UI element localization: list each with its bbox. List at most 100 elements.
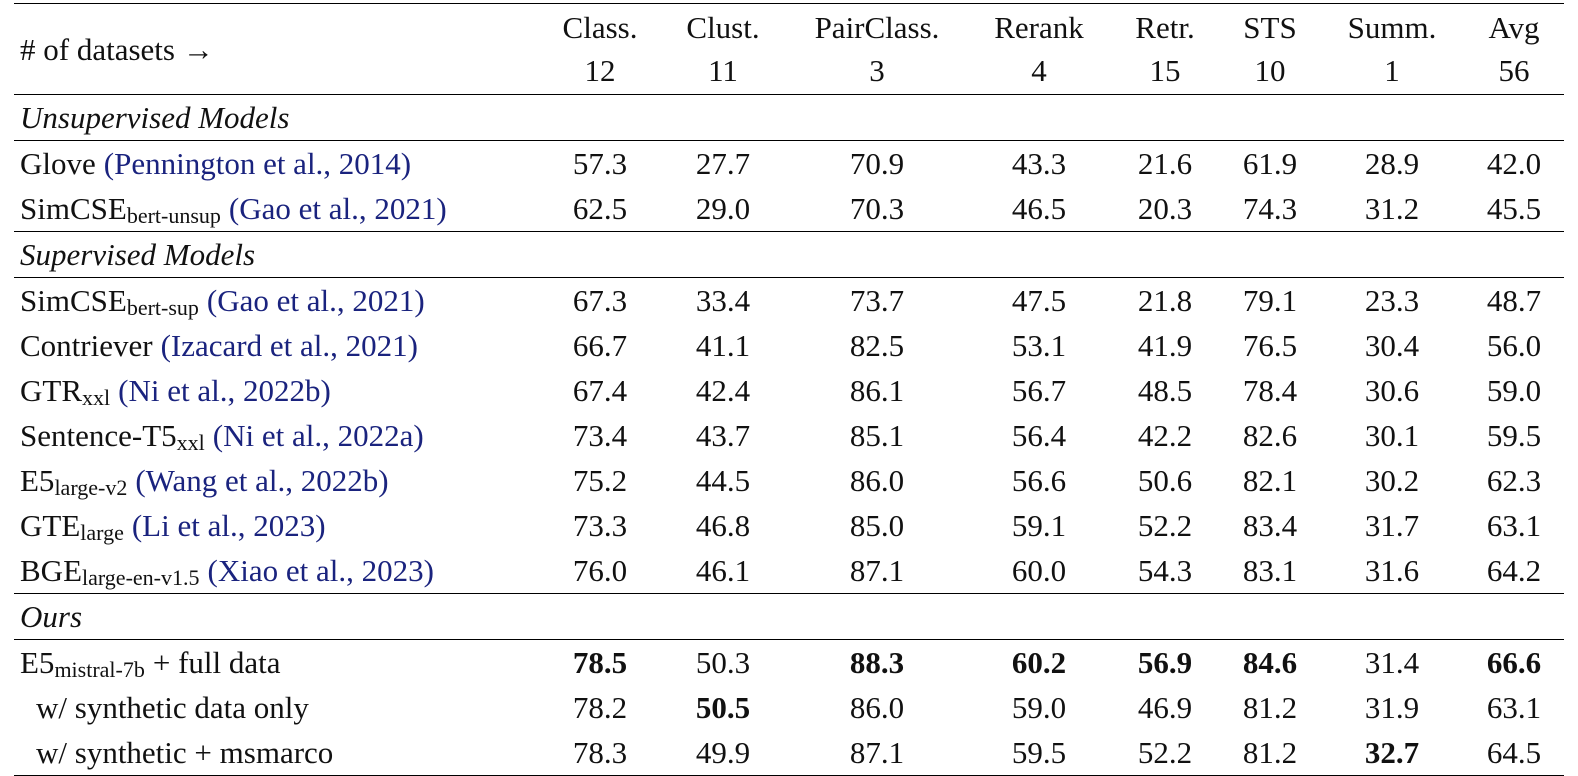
score-cell: 64.2 xyxy=(1464,548,1564,594)
score: 43.7 xyxy=(695,418,751,453)
score-cell: 63.1 xyxy=(1464,685,1564,730)
score-cell: 31.6 xyxy=(1320,548,1464,594)
score-cell: 78.3 xyxy=(540,730,660,776)
model-variant: bert-unsup xyxy=(126,203,221,228)
model-variant: large-en-v1.5 xyxy=(82,565,200,590)
model-variant: xxl xyxy=(82,385,111,410)
score-cell: 27.7 xyxy=(660,141,786,187)
column-name: Summ. xyxy=(1347,10,1437,45)
score: 56.4 xyxy=(1011,418,1067,453)
score: 32.7 xyxy=(1364,735,1420,770)
score: 47.5 xyxy=(1011,283,1067,318)
score: 44.5 xyxy=(695,463,751,498)
score-cell: 56.6 xyxy=(968,458,1110,503)
score-cell: 85.1 xyxy=(786,413,968,458)
score-cell: 70.3 xyxy=(786,186,968,232)
citation: (Wang et al., 2022b) xyxy=(135,463,389,498)
model-row: w/ synthetic + msmarco 78.3 49.9 87.1 59.5 52… xyxy=(14,730,1564,776)
score: 66.6 xyxy=(1486,645,1542,680)
score: 50.5 xyxy=(695,690,751,725)
model-base: GTE xyxy=(20,508,81,543)
score: 29.0 xyxy=(695,191,751,226)
score-cell: 50.5 xyxy=(660,685,786,730)
score-cell: 83.4 xyxy=(1220,503,1320,548)
score-cell: 63.1 xyxy=(1464,503,1564,548)
score: 59.5 xyxy=(1011,735,1067,770)
score-cell: 59.1 xyxy=(968,503,1110,548)
score-cell: 23.3 xyxy=(1320,278,1464,324)
score-cell: 54.3 xyxy=(1110,548,1220,594)
model-suffix: + full data xyxy=(152,645,281,680)
score-cell: 82.5 xyxy=(786,323,968,368)
score-cell: 46.9 xyxy=(1110,685,1220,730)
score: 50.6 xyxy=(1137,463,1193,498)
score-cell: 31.2 xyxy=(1320,186,1464,232)
score: 86.0 xyxy=(849,463,905,498)
score-cell: 30.6 xyxy=(1320,368,1464,413)
score-cell: 33.4 xyxy=(660,278,786,324)
score: 73.4 xyxy=(572,418,628,453)
score: 42.2 xyxy=(1137,418,1193,453)
score-cell: 43.7 xyxy=(660,413,786,458)
score: 82.5 xyxy=(849,328,905,363)
score-cell: 76.5 xyxy=(1220,323,1320,368)
score: 48.7 xyxy=(1486,283,1542,318)
score: 70.9 xyxy=(849,146,905,181)
score: 41.1 xyxy=(695,328,751,363)
score-cell: 53.1 xyxy=(968,323,1110,368)
citation: (Pennington et al., 2014) xyxy=(103,146,412,181)
score-cell: 56.4 xyxy=(968,413,1110,458)
score-cell: 42.2 xyxy=(1110,413,1220,458)
score-cell: 57.3 xyxy=(540,141,660,187)
score: 78.2 xyxy=(572,690,628,725)
score: 75.2 xyxy=(572,463,628,498)
score: 64.5 xyxy=(1486,735,1542,770)
model-row: Contriever (Izacard et al., 2021) 66.7 41.1… xyxy=(14,323,1564,368)
citation: (Ni et al., 2022a) xyxy=(212,418,424,453)
model-row: GTElarge (Li et al., 2023) 73.3 46.8 85.0 59.… xyxy=(14,503,1564,548)
group: Ours E5mistral-7b + full data 78.5 50.3 88.3 6… xyxy=(14,593,1564,776)
score-cell: 48.5 xyxy=(1110,368,1220,413)
score: 78.3 xyxy=(572,735,628,770)
score: 76.5 xyxy=(1242,328,1298,363)
score: 82.1 xyxy=(1242,463,1298,498)
score-cell: 31.4 xyxy=(1320,640,1464,686)
citation: (Gao et al., 2021) xyxy=(228,191,447,226)
results-table: # of datasets → Class. 12 Clust. 11 PairClas… xyxy=(14,3,1564,776)
score: 45.5 xyxy=(1486,191,1542,226)
score-cell: 86.1 xyxy=(786,368,968,413)
score-cell: 52.2 xyxy=(1110,503,1220,548)
score: 73.7 xyxy=(849,283,905,318)
score: 81.2 xyxy=(1242,735,1298,770)
column-header: Class. 12 xyxy=(540,4,660,95)
score: 46.9 xyxy=(1137,690,1193,725)
score-cell: 28.9 xyxy=(1320,141,1464,187)
score-cell: 30.4 xyxy=(1320,323,1464,368)
column-header: Avg 56 xyxy=(1464,4,1564,95)
score: 86.0 xyxy=(849,690,905,725)
score: 59.1 xyxy=(1011,508,1067,543)
score-cell: 78.4 xyxy=(1220,368,1320,413)
score: 78.5 xyxy=(572,645,628,680)
score-cell: 81.2 xyxy=(1220,730,1320,776)
model-variant: bert-sup xyxy=(126,295,199,320)
score-cell: 87.1 xyxy=(786,548,968,594)
score: 74.3 xyxy=(1242,191,1298,226)
score: 31.9 xyxy=(1364,690,1420,725)
column-name: STS xyxy=(1243,10,1297,45)
column-count: 11 xyxy=(708,53,738,88)
model-base: GTR xyxy=(20,373,82,408)
column-header: PairClass. 3 xyxy=(786,4,968,95)
model-variant: xxl xyxy=(176,430,205,455)
score-cell: 46.5 xyxy=(968,186,1110,232)
score: 88.3 xyxy=(849,645,905,680)
score-cell: 41.1 xyxy=(660,323,786,368)
score: 59.5 xyxy=(1486,418,1542,453)
group: Supervised Models SimCSEbert-sup (Gao et a… xyxy=(14,231,1564,594)
score-cell: 50.3 xyxy=(660,640,786,686)
section-row: Ours xyxy=(14,593,1564,640)
column-count: 1 xyxy=(1384,53,1400,88)
score-cell: 74.3 xyxy=(1220,186,1320,232)
score-cell: 85.0 xyxy=(786,503,968,548)
score-cell: 59.0 xyxy=(968,685,1110,730)
